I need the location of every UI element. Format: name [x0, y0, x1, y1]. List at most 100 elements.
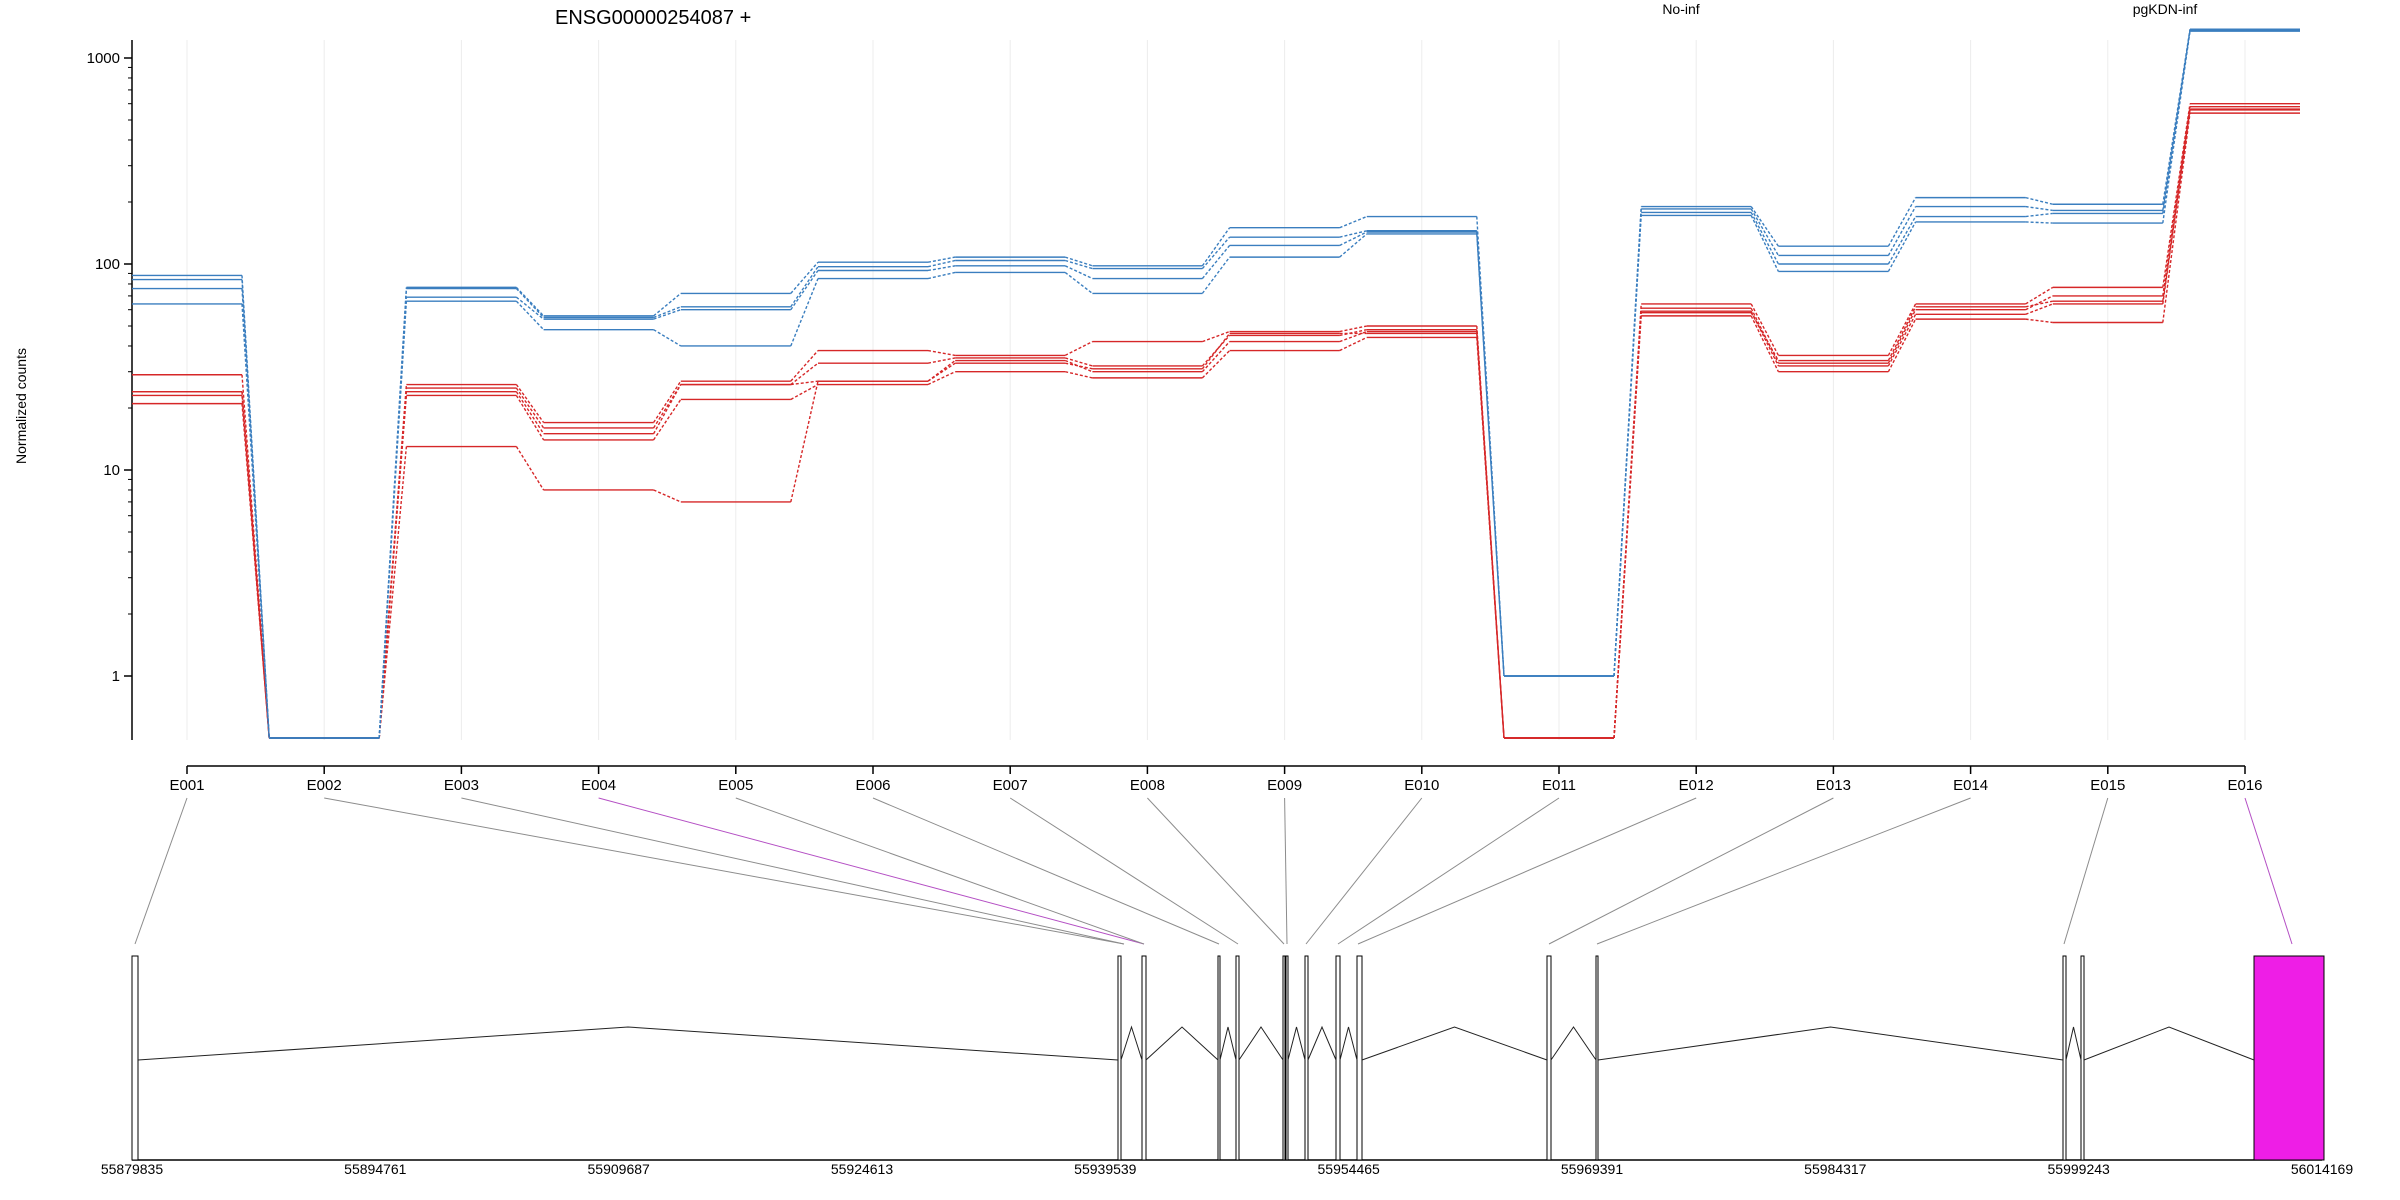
x-tick-label-e007: E007: [993, 777, 1028, 794]
series-connector: [1065, 357, 1093, 367]
series-connector: [790, 350, 819, 382]
series-connector: [515, 384, 545, 423]
exon-box: [1595, 955, 1599, 1161]
series-connector: [1750, 312, 1780, 361]
x-tick-label-e010: E010: [1404, 777, 1439, 794]
series-connector: [2025, 286, 2054, 305]
series-connector: [927, 357, 956, 364]
series-connector: [1750, 212, 1780, 265]
series-connector: [515, 391, 545, 435]
series-connector: [927, 362, 956, 382]
intron-line: [1307, 1025, 1337, 1061]
series-connector: [927, 271, 956, 280]
exon-box: [2253, 955, 2325, 1161]
legend-entry-no-inf: No-inf: [1662, 1, 1699, 17]
series-connector: [2025, 303, 2054, 315]
series-connector: [1750, 206, 1779, 247]
series-connector: [1887, 309, 1917, 364]
exon-box: [1141, 955, 1147, 1161]
exon-box: [1117, 955, 1122, 1161]
exon-box: [1335, 955, 1341, 1161]
axes: 1 10 100 1000 E001 E002 E003 E004 E005 E006 E007 E0…: [87, 40, 2263, 794]
series-connector: [378, 301, 408, 739]
series-connector: [790, 383, 819, 401]
connector-e003: [461, 797, 1125, 945]
series-connector: [1201, 245, 1231, 279]
y-tick-label-10: 10: [103, 462, 120, 479]
series-connector: [653, 329, 682, 347]
series-connector: [378, 395, 408, 739]
series-line-no-inf-2: [132, 108, 2300, 739]
genomic-coordinate-label: 55909687: [588, 1161, 651, 1177]
intron-line: [1238, 1026, 1284, 1061]
series-connector: [1064, 340, 1093, 357]
x-tick-label-e009: E009: [1267, 777, 1302, 794]
series-connector: [1750, 208, 1780, 256]
intron-line: [1145, 1026, 1219, 1061]
series-connector: [927, 259, 956, 268]
series-connector: [1201, 227, 1231, 267]
y-tick-label-1: 1: [112, 668, 120, 685]
x-tick-label-e014: E014: [1953, 777, 1988, 794]
series-connector: [1887, 306, 1917, 361]
series-connector: [2025, 300, 2053, 308]
exon-box: [1546, 955, 1552, 1161]
x-tick-label-e002: E002: [307, 777, 342, 794]
series-connector: [1339, 215, 1368, 229]
series-connector: [241, 303, 270, 739]
series-connector: [1201, 341, 1231, 373]
x-tick-label-e013: E013: [1816, 777, 1851, 794]
series-connector: [2025, 318, 2053, 324]
series-connector: [1339, 231, 1368, 247]
genomic-coordinate-label: 55879835: [101, 1161, 164, 1177]
connector-e012: [1357, 797, 1697, 945]
series-connector: [1339, 233, 1368, 258]
connector-e005: [735, 797, 1145, 945]
x-tick-label-e004: E004: [581, 777, 616, 794]
exon-box: [1282, 955, 1286, 1161]
series-connector: [378, 446, 408, 739]
series-connector: [2162, 113, 2191, 323]
genomic-coordinate-label: 55999243: [2048, 1161, 2111, 1177]
connector-e006: [872, 797, 1220, 945]
labels: ENSG00000254087 + No-inf pgKDN-inf Norma…: [13, 1, 2197, 464]
legend-entry-pgkdn-inf: pgKDN-inf: [2133, 1, 2198, 17]
series-connector: [927, 265, 956, 272]
series-connector: [1201, 256, 1231, 294]
exon-connectors: [134, 797, 2293, 945]
series-connector: [927, 371, 956, 386]
series-connector: [790, 266, 819, 308]
genomic-coordinate-label: 55984317: [1804, 1161, 1867, 1177]
series-connector: [1065, 259, 1093, 270]
exon-box: [2080, 955, 2085, 1161]
connector-e008: [1147, 797, 1285, 945]
y-tick-label-100: 100: [95, 256, 120, 273]
series-connector: [515, 288, 545, 318]
series-connector: [1202, 330, 1230, 343]
genomic-coordinate-label: 55939539: [1074, 1161, 1137, 1177]
series-line-no-inf-4: [132, 109, 2300, 739]
series-connector: [515, 387, 545, 429]
series-connector: [1613, 312, 1642, 739]
genomic-coordinate-label: 56014169: [2291, 1161, 2354, 1177]
exon-box: [1217, 955, 1221, 1161]
series-connector: [2162, 109, 2191, 302]
series-connector: [790, 380, 819, 386]
gridlines: [186, 40, 2246, 740]
series-connector: [1887, 221, 1917, 272]
series-connector: [2025, 295, 2054, 311]
exon-box: [1235, 955, 1240, 1161]
series-connector: [1064, 265, 1093, 280]
series-connector: [2025, 212, 2053, 218]
intron-line: [1287, 1026, 1306, 1061]
intron-line: [2065, 1026, 2082, 1061]
series-connector: [1750, 215, 1780, 272]
x-tick-label-e016: E016: [2227, 777, 2262, 794]
intron-line: [1597, 1026, 2064, 1061]
connector-e004: [598, 797, 1145, 945]
connector-e002: [324, 797, 1125, 945]
exon-box: [2062, 955, 2067, 1161]
series-connector: [790, 362, 819, 386]
x-tick-label-e003: E003: [444, 777, 479, 794]
